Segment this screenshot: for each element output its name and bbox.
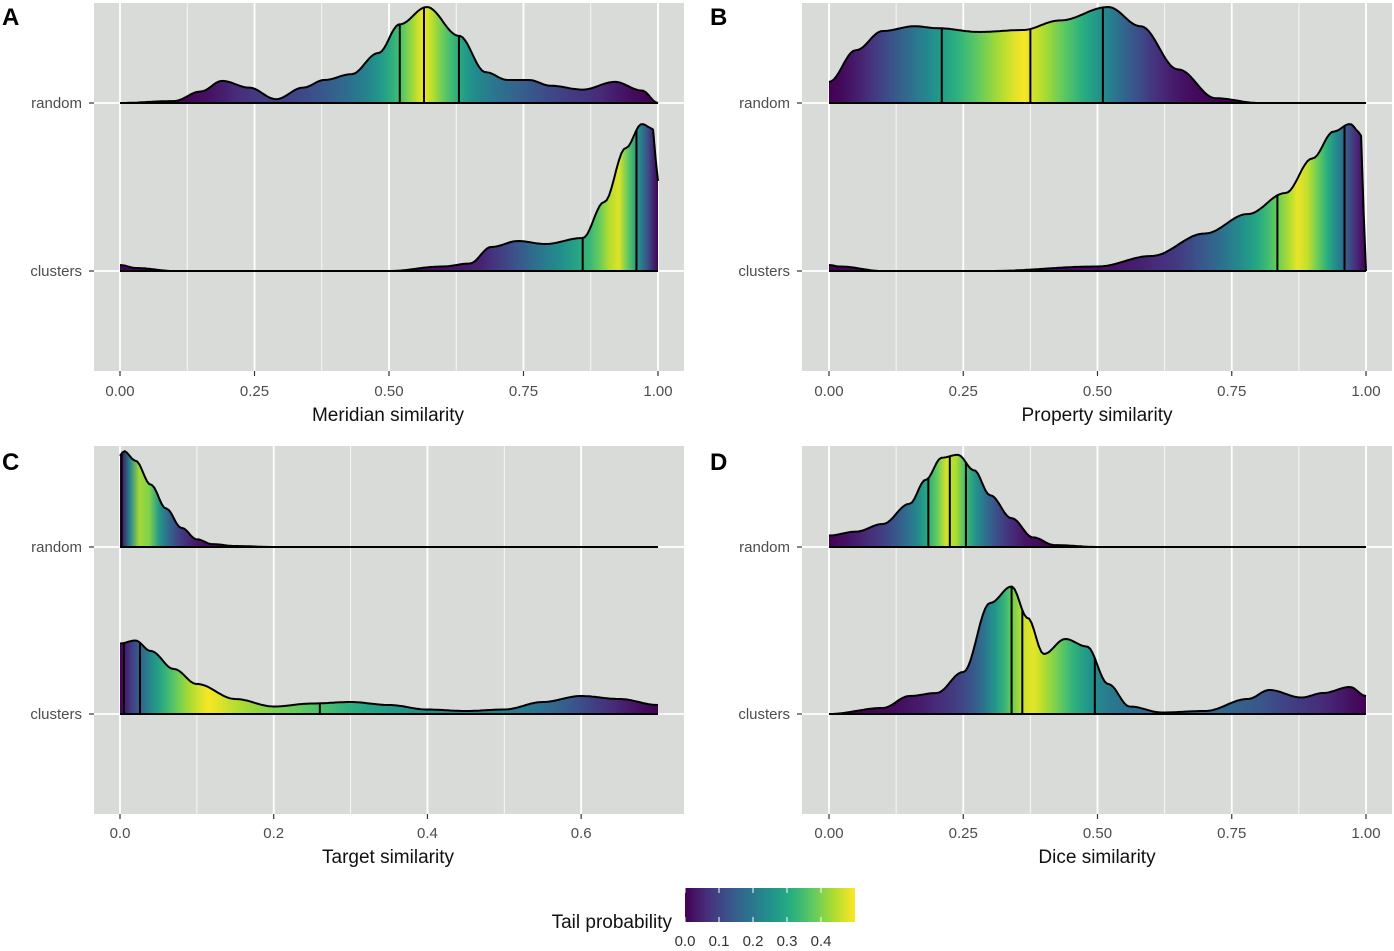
x-tick-label: 0.25 [240,383,269,400]
panel-letter-c: C [2,449,19,476]
x-tick-label: 1.00 [1351,825,1380,842]
x-tick-label: 0.25 [949,383,978,400]
x-tick-label: 0.0 [110,825,131,842]
panel-b: B 0.00 0.25 0.50 0.75 1.00 random clusters Prop… [710,3,1392,426]
x-tick-label: 0.00 [105,383,134,400]
panel-letter-b: B [710,4,727,31]
x-tick-label: 1.00 [1351,383,1380,400]
x-tick-label: 0.50 [1083,825,1112,842]
y-tick-label-clusters: clusters [30,263,82,280]
legend-title: Tail probability [552,912,673,933]
legend-tick-label: 0.1 [709,933,730,950]
x-tick-label: 0.00 [814,383,843,400]
x-tick-label: 0.6 [571,825,592,842]
x-tick-label: 0.50 [374,383,403,400]
ridge-random-fill [120,7,658,104]
y-tick-label-clusters: clusters [738,706,790,723]
ridge-random-fill [829,454,1366,547]
legend-colorbar [685,888,855,922]
y-tick-label-random: random [31,95,82,112]
panel-c: C 0.0 0.2 0.4 0.6 random clusters Target simil… [2,446,684,868]
ridge-clusters-outline [119,639,659,712]
ridge-random-fill [120,451,658,547]
x-axis-title: Meridian similarity [312,405,465,426]
y-tick-label-clusters: clusters [738,263,790,280]
ridge-random-outline [120,6,659,104]
x-tick-label: 0.75 [509,383,538,400]
legend-tick-label: 0.2 [743,933,764,950]
ridge-clusters-outline [829,585,1367,715]
y-tick-label-random: random [31,539,82,556]
ridge-clusters-fill [829,124,1366,271]
y-tick-label-random: random [739,95,790,112]
y-tick-label-clusters: clusters [30,706,82,723]
x-tick-label: 0.2 [263,825,284,842]
x-axis-title: Target similarity [322,847,454,868]
y-tick-label-random: random [739,539,790,556]
legend: Tail probability 0.0 0.1 0.2 0.3 0.4 [552,888,855,950]
legend-tick-label: 0.3 [777,933,798,950]
x-tick-label: 0.25 [949,825,978,842]
x-axis-title: Property similarity [1022,405,1173,426]
panel-letter-a: A [2,4,19,31]
panel-d: D 0.00 0.25 0.50 0.75 1.00 random clusters Dice… [710,446,1392,868]
plot-area [94,446,684,814]
x-tick-label: 1.00 [643,383,672,400]
x-tick-label: 0.4 [417,825,438,842]
ridge-clusters-fill [120,640,658,714]
panel-letter-d: D [710,449,727,476]
ridge-clusters-fill [120,124,658,271]
x-tick-label: 0.50 [1083,383,1112,400]
x-tick-label: 0.00 [814,825,843,842]
x-tick-label: 0.75 [1217,825,1246,842]
legend-tick-label: 0.0 [675,933,696,950]
panel-a: A 0.00 0.25 0.50 0.75 1.00 random clusters Meri… [2,3,684,426]
legend-tick-label: 0.4 [811,933,832,950]
x-tick-label: 0.75 [1217,383,1246,400]
ridge-clusters-fill [829,586,1366,714]
x-axis-title: Dice similarity [1038,847,1156,868]
